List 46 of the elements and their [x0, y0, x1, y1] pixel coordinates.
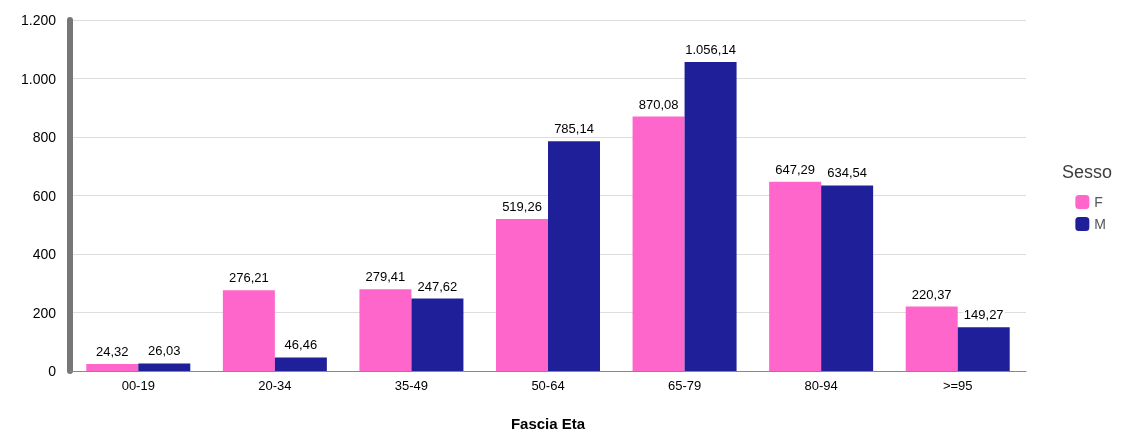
data-label: 149,27 — [963, 307, 1004, 323]
x-tick-label: 65-79 — [667, 378, 702, 393]
bar — [86, 363, 139, 371]
legend-title: Sesso — [1061, 162, 1112, 182]
y-tick-label: 800 — [32, 129, 57, 145]
bar — [821, 185, 874, 371]
bar — [496, 219, 548, 371]
y-tick-label: 400 — [32, 246, 57, 262]
x-tick-label: 50-64 — [531, 378, 565, 393]
x-tick-label: 20-34 — [258, 378, 292, 393]
data-label: 647,29 — [775, 161, 816, 177]
x-tick-label: >=95 — [942, 378, 973, 393]
bar — [222, 290, 275, 371]
data-label: 46,46 — [284, 337, 318, 353]
x-tick-label: 35-49 — [394, 378, 429, 393]
data-label: 785,14 — [554, 121, 594, 137]
x-tick-label: 00-19 — [121, 378, 155, 393]
data-label: 870,08 — [638, 96, 679, 112]
bar — [411, 298, 464, 371]
data-label: 220,37 — [911, 286, 952, 302]
bar — [548, 141, 600, 371]
x-axis-title: Fascia Eta — [510, 415, 586, 432]
legend-label: M — [1094, 216, 1107, 232]
data-label: 276,21 — [228, 270, 269, 286]
bar — [769, 181, 822, 371]
y-tick-label: 200 — [32, 304, 57, 321]
bar — [684, 62, 737, 371]
y-tick-label: 1.200 — [20, 12, 57, 28]
bar — [274, 357, 327, 371]
data-label: 247,62 — [417, 278, 458, 294]
x-tick-label: 80-94 — [804, 378, 838, 393]
y-tick-label: 600 — [32, 187, 57, 204]
bar — [957, 327, 1010, 371]
data-label: 26,03 — [148, 343, 181, 359]
data-label: 1.056,14 — [685, 42, 736, 58]
bar — [905, 306, 958, 371]
y-tick-label: 0 — [48, 363, 57, 379]
legend-label: F — [1094, 194, 1103, 210]
bar — [359, 289, 412, 371]
data-label: 279,41 — [365, 269, 406, 285]
bar — [138, 363, 191, 371]
bar — [632, 116, 685, 371]
data-label: 519,26 — [502, 199, 542, 215]
y-tick-label: 1.000 — [20, 70, 57, 87]
data-label: 24,32 — [96, 343, 129, 359]
data-label: 634,54 — [827, 165, 868, 181]
